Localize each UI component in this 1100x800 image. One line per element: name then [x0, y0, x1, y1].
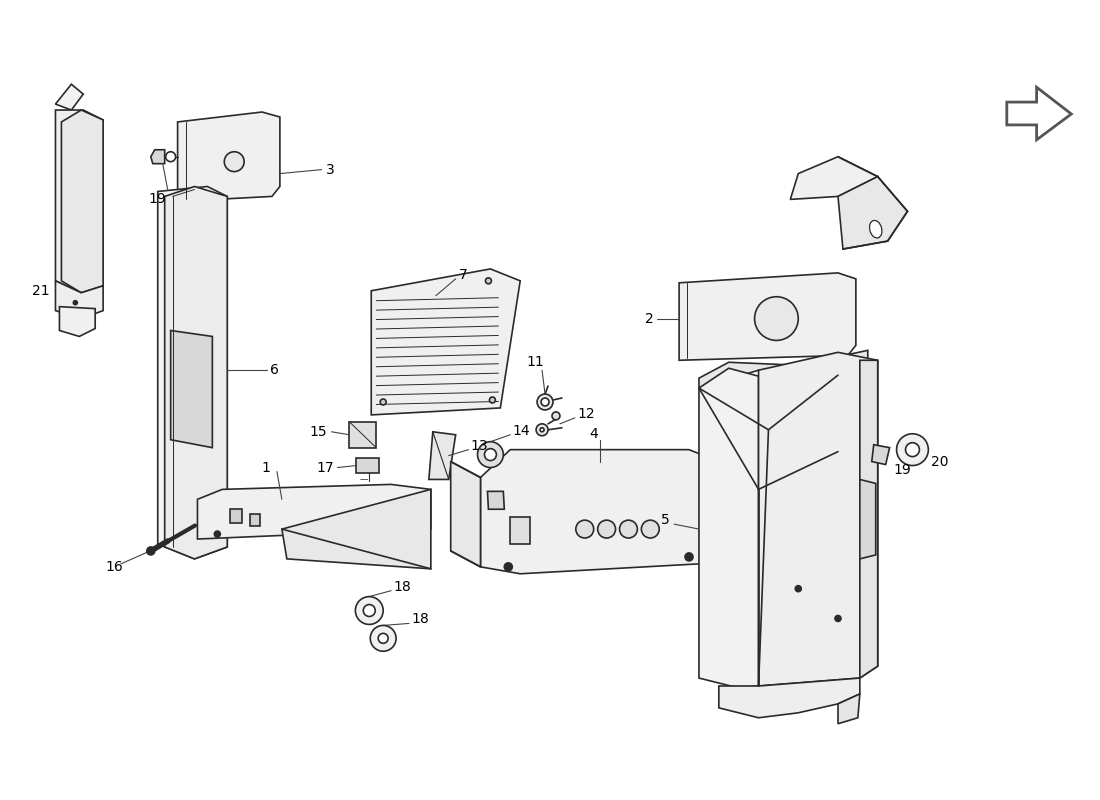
- Circle shape: [795, 586, 801, 592]
- Circle shape: [575, 520, 594, 538]
- Polygon shape: [698, 350, 868, 388]
- Circle shape: [552, 412, 560, 420]
- Circle shape: [540, 428, 544, 432]
- Polygon shape: [698, 368, 759, 688]
- Text: 19: 19: [148, 193, 166, 206]
- Text: 16: 16: [106, 560, 123, 574]
- Polygon shape: [718, 678, 860, 718]
- Circle shape: [905, 442, 920, 457]
- Polygon shape: [860, 360, 878, 678]
- Circle shape: [896, 434, 928, 466]
- Circle shape: [504, 563, 513, 571]
- Circle shape: [619, 520, 637, 538]
- Polygon shape: [55, 110, 103, 293]
- Text: 21: 21: [32, 284, 50, 298]
- Polygon shape: [487, 491, 504, 510]
- Circle shape: [363, 605, 375, 617]
- Polygon shape: [481, 450, 718, 574]
- Text: 12: 12: [578, 407, 595, 421]
- Polygon shape: [790, 157, 878, 199]
- Polygon shape: [372, 269, 520, 415]
- Text: 18: 18: [393, 580, 410, 594]
- Polygon shape: [230, 510, 242, 523]
- Polygon shape: [282, 490, 431, 569]
- Polygon shape: [55, 84, 84, 110]
- Polygon shape: [871, 445, 890, 465]
- Circle shape: [166, 152, 176, 162]
- Polygon shape: [838, 694, 860, 724]
- Polygon shape: [429, 432, 455, 479]
- Text: 6: 6: [270, 363, 278, 378]
- Text: 13: 13: [471, 438, 488, 453]
- Circle shape: [484, 449, 496, 461]
- Text: 11: 11: [526, 355, 544, 370]
- Circle shape: [641, 520, 659, 538]
- Circle shape: [224, 152, 244, 171]
- Circle shape: [835, 615, 842, 622]
- Text: 18: 18: [411, 613, 429, 626]
- Circle shape: [74, 301, 77, 305]
- Polygon shape: [356, 458, 380, 474]
- Text: 1: 1: [261, 461, 270, 474]
- Circle shape: [536, 424, 548, 436]
- Polygon shape: [838, 177, 908, 249]
- Polygon shape: [198, 485, 431, 539]
- Polygon shape: [350, 422, 376, 448]
- Circle shape: [490, 397, 495, 403]
- Polygon shape: [55, 281, 103, 318]
- Text: 2: 2: [645, 311, 653, 326]
- Polygon shape: [759, 352, 878, 686]
- Polygon shape: [177, 112, 279, 202]
- Circle shape: [541, 398, 549, 406]
- Text: 5: 5: [661, 513, 670, 527]
- Polygon shape: [679, 273, 856, 360]
- Polygon shape: [860, 479, 876, 559]
- Polygon shape: [151, 150, 165, 164]
- Circle shape: [477, 442, 504, 467]
- Circle shape: [537, 394, 553, 410]
- Polygon shape: [451, 462, 481, 567]
- Circle shape: [755, 297, 799, 341]
- Polygon shape: [165, 186, 228, 559]
- Polygon shape: [250, 514, 260, 526]
- Polygon shape: [157, 186, 228, 559]
- Text: 14: 14: [513, 424, 530, 438]
- Circle shape: [146, 547, 155, 555]
- Text: 20: 20: [932, 454, 949, 469]
- Circle shape: [214, 531, 220, 537]
- Circle shape: [371, 626, 396, 651]
- Circle shape: [381, 399, 386, 405]
- Polygon shape: [62, 110, 103, 293]
- Circle shape: [355, 597, 383, 625]
- Text: 19: 19: [893, 462, 911, 477]
- Polygon shape: [170, 330, 212, 448]
- Text: 17: 17: [317, 461, 334, 474]
- Circle shape: [378, 634, 388, 643]
- Polygon shape: [59, 306, 96, 337]
- Circle shape: [685, 553, 693, 561]
- Text: 15: 15: [310, 425, 328, 438]
- Circle shape: [597, 520, 616, 538]
- Text: 4: 4: [590, 426, 598, 441]
- Ellipse shape: [869, 221, 882, 238]
- Polygon shape: [510, 517, 530, 544]
- Circle shape: [485, 278, 492, 284]
- Text: 3: 3: [326, 162, 334, 177]
- Text: —: —: [360, 475, 367, 485]
- Text: 7: 7: [459, 268, 468, 282]
